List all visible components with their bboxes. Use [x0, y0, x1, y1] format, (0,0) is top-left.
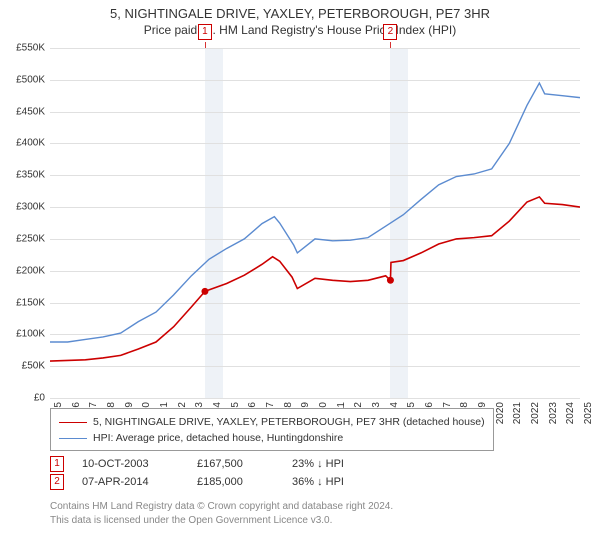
sale-price-2: £185,000: [197, 476, 292, 488]
y-axis-label: £150K: [16, 297, 45, 308]
sale-marker-2: 2: [50, 474, 64, 490]
sale-marker-1: 1: [50, 456, 64, 472]
sale-row-1: 1 10-OCT-2003 £167,500 23% ↓ HPI: [50, 455, 412, 473]
sale-diff-1: 23% ↓ HPI: [292, 458, 412, 470]
sale-date-2: 07-APR-2014: [82, 476, 197, 488]
title-address: 5, NIGHTINGALE DRIVE, YAXLEY, PETERBOROU…: [0, 6, 600, 21]
y-axis-label: £550K: [16, 43, 45, 54]
chart-area: £0£50K£100K£150K£200K£250K£300K£350K£400…: [50, 48, 580, 398]
footer-line2: This data is licensed under the Open Gov…: [50, 514, 393, 528]
chart-marker-1: 1: [198, 24, 212, 40]
series-hpi: [50, 83, 580, 342]
y-axis-label: £400K: [16, 138, 45, 149]
legend-swatch-hpi: [59, 438, 87, 439]
marker-line: [390, 42, 391, 48]
sale-diff-2: 36% ↓ HPI: [292, 476, 412, 488]
legend: 5, NIGHTINGALE DRIVE, YAXLEY, PETERBOROU…: [50, 408, 494, 451]
x-axis-label: 2023: [548, 402, 559, 424]
sale-price-1: £167,500: [197, 458, 292, 470]
chart-container: 5, NIGHTINGALE DRIVE, YAXLEY, PETERBOROU…: [0, 0, 600, 560]
title-block: 5, NIGHTINGALE DRIVE, YAXLEY, PETERBOROU…: [0, 0, 600, 39]
footer-line1: Contains HM Land Registry data © Crown c…: [50, 500, 393, 514]
marker-line: [205, 42, 206, 48]
series-property: [50, 197, 580, 361]
legend-label-property: 5, NIGHTINGALE DRIVE, YAXLEY, PETERBOROU…: [93, 416, 485, 428]
y-axis-label: £500K: [16, 74, 45, 85]
y-axis-label: £200K: [16, 265, 45, 276]
sale-date-1: 10-OCT-2003: [82, 458, 197, 470]
line-chart-svg: [50, 48, 580, 398]
sales-table: 1 10-OCT-2003 £167,500 23% ↓ HPI 2 07-AP…: [50, 455, 412, 491]
gridline: [50, 398, 580, 399]
legend-item-property: 5, NIGHTINGALE DRIVE, YAXLEY, PETERBOROU…: [59, 414, 485, 430]
footer: Contains HM Land Registry data © Crown c…: [50, 500, 393, 527]
chart-marker-2: 2: [383, 24, 397, 40]
x-axis-label: 2024: [565, 402, 576, 424]
title-subtitle: Price paid vs. HM Land Registry's House …: [0, 23, 600, 37]
x-axis-label: 2020: [495, 402, 506, 424]
y-axis-label: £250K: [16, 233, 45, 244]
sale-point: [387, 277, 394, 284]
legend-label-hpi: HPI: Average price, detached house, Hunt…: [93, 432, 343, 444]
y-axis-label: £100K: [16, 329, 45, 340]
sale-row-2: 2 07-APR-2014 £185,000 36% ↓ HPI: [50, 473, 412, 491]
sale-point: [201, 288, 208, 295]
y-axis-label: £300K: [16, 202, 45, 213]
y-axis-label: £50K: [22, 361, 45, 372]
y-axis-label: £350K: [16, 170, 45, 181]
y-axis-label: £0: [34, 393, 45, 404]
x-axis-label: 2025: [583, 402, 594, 424]
x-axis-label: 2021: [512, 402, 523, 424]
y-axis-label: £450K: [16, 106, 45, 117]
x-axis-label: 2022: [530, 402, 541, 424]
legend-swatch-property: [59, 422, 87, 423]
legend-item-hpi: HPI: Average price, detached house, Hunt…: [59, 430, 485, 446]
